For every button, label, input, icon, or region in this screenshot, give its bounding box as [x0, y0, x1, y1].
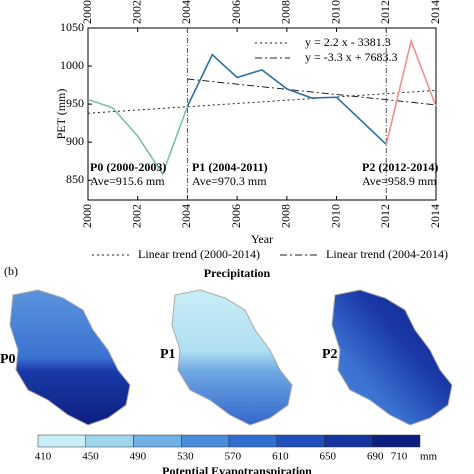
x-tick-label-top: 2012 — [378, 0, 392, 24]
x-tick-label: 2012 — [378, 204, 392, 228]
colorbar-tick-label: 710 — [391, 451, 408, 463]
annotation: P1 (2004-2011) — [192, 160, 268, 174]
x-axis-label: Year — [251, 232, 273, 246]
annotation: Ave=958.9 mm — [362, 174, 437, 188]
x-tick-label: 2008 — [279, 204, 293, 228]
map-p0 — [9, 289, 131, 426]
y-tick-label: 950 — [66, 96, 84, 110]
equation: y = -3.3 x + 7683.3 — [305, 50, 398, 64]
annotation: P0 (2000-2003) — [90, 160, 166, 174]
plot-frame — [87, 27, 437, 201]
y-tick-label: 1000 — [60, 58, 84, 72]
colorbar-swatch — [276, 434, 325, 448]
colorbar-swatch — [228, 434, 277, 448]
x-tick-label-top: 2008 — [279, 0, 293, 24]
x-tick-label-top: 2002 — [129, 0, 143, 24]
colorbar-swatch — [85, 434, 134, 448]
y-tick-label: 850 — [66, 172, 84, 186]
series-line — [385, 38, 437, 145]
colorbar-tick-label: 530 — [177, 451, 194, 463]
legend-label: Linear trend (2004-2014) — [326, 247, 448, 261]
colorbar-tick-label: 690 — [367, 451, 384, 463]
colorbar-swatch — [133, 434, 182, 448]
map-p2 — [331, 289, 453, 426]
x-tick-label: 2010 — [328, 204, 342, 228]
map-label: P2 — [322, 347, 338, 362]
colorbar-unit: mm — [420, 451, 438, 463]
y-tick-label: 900 — [66, 134, 84, 148]
x-tick-label: 2000 — [80, 204, 94, 228]
map-label: P1 — [160, 347, 176, 362]
map-label: P0 — [0, 352, 16, 367]
y-axis-label: PET (mm) — [54, 89, 68, 140]
caption: Potential Evapotranspiration — [162, 464, 312, 474]
colorbar-swatch — [37, 434, 86, 448]
x-tick-label: 2004 — [179, 204, 193, 228]
x-tick-label-top: 2000 — [80, 0, 94, 24]
x-tick-label: 2006 — [229, 204, 243, 228]
x-tick-label: 2002 — [129, 204, 143, 228]
colorbar-tick-label: 450 — [82, 451, 99, 463]
colorbar-swatch — [372, 434, 421, 448]
colorbar-tick-label: 410 — [35, 451, 52, 463]
x-tick-label-top: 2010 — [328, 0, 342, 24]
annotation: Ave=970.3 mm — [192, 174, 267, 188]
panel-label: (b) — [4, 264, 18, 278]
colorbar-tick-label: 570 — [225, 451, 242, 463]
x-tick-label-top: 2014 — [428, 0, 442, 24]
colorbar-swatch — [324, 434, 373, 448]
y-tick-label: 1050 — [60, 20, 84, 34]
equation: y = 2.2 x - 3381.3 — [305, 35, 391, 49]
trend-line — [87, 89, 437, 114]
x-tick-label: 2014 — [428, 204, 442, 228]
colorbar-tick-label: 610 — [272, 451, 289, 463]
maps — [9, 289, 453, 426]
series-line — [87, 98, 189, 176]
map-p1 — [171, 289, 293, 426]
x-tick-label-top: 2004 — [179, 0, 193, 24]
x-tick-label-top: 2006 — [229, 0, 243, 24]
colorbar-tick-label: 490 — [130, 451, 147, 463]
annotation: Ave=915.6 mm — [90, 174, 165, 188]
trend-line — [187, 78, 437, 106]
legend-label: Linear trend (2000-2014) — [138, 247, 260, 261]
colorbar-tick-label: 650 — [320, 451, 337, 463]
colorbar-swatch — [181, 434, 230, 448]
annotation: P2 (2012-2014) — [362, 160, 438, 174]
panel-title: Precipitation — [204, 266, 271, 280]
series-line — [186, 53, 387, 146]
